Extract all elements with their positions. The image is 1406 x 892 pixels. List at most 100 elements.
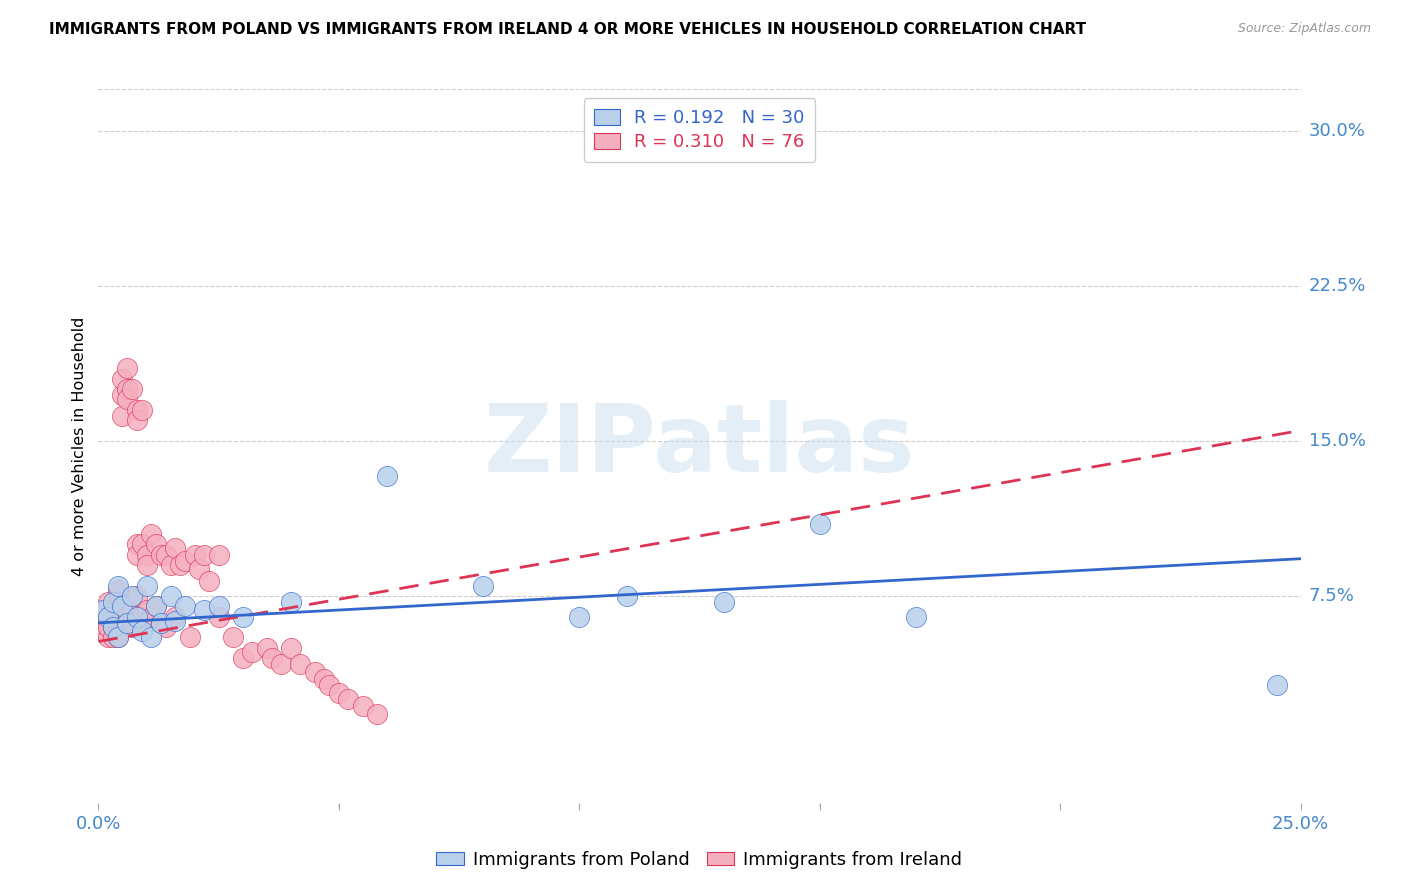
Point xyxy=(159,589,181,603)
Point xyxy=(131,402,153,417)
Point xyxy=(198,574,221,589)
Point xyxy=(135,579,157,593)
Text: 30.0%: 30.0% xyxy=(1309,121,1365,139)
Point xyxy=(165,614,187,628)
Point xyxy=(280,640,302,655)
Point xyxy=(188,562,211,576)
Point xyxy=(145,599,167,614)
Point xyxy=(174,554,197,568)
Point xyxy=(155,620,177,634)
Point xyxy=(107,603,129,617)
Point xyxy=(131,609,153,624)
Point xyxy=(107,609,129,624)
Point xyxy=(125,589,148,603)
Point xyxy=(169,558,191,572)
Point xyxy=(141,527,163,541)
Point xyxy=(111,409,134,423)
Point xyxy=(1265,678,1288,692)
Point xyxy=(149,615,172,630)
Point xyxy=(101,620,124,634)
Point xyxy=(260,651,283,665)
Point xyxy=(111,372,134,386)
Point xyxy=(366,706,388,721)
Point xyxy=(107,582,129,597)
Point xyxy=(91,603,114,617)
Point xyxy=(117,615,139,630)
Point xyxy=(121,620,143,634)
Point xyxy=(179,630,201,644)
Point xyxy=(208,599,231,614)
Point xyxy=(135,548,157,562)
Point xyxy=(165,541,187,556)
Point xyxy=(91,624,114,639)
Point xyxy=(117,382,139,396)
Point xyxy=(568,609,591,624)
Point xyxy=(713,595,735,609)
Text: Source: ZipAtlas.com: Source: ZipAtlas.com xyxy=(1237,22,1371,36)
Point xyxy=(208,609,231,624)
Point xyxy=(125,537,148,551)
Point xyxy=(149,615,172,630)
Point xyxy=(107,624,129,639)
Point xyxy=(318,678,340,692)
Point xyxy=(125,413,148,427)
Point xyxy=(97,630,120,644)
Point xyxy=(107,630,129,644)
Point xyxy=(107,579,129,593)
Point xyxy=(280,595,302,609)
Point xyxy=(101,620,124,634)
Point xyxy=(117,392,139,407)
Point xyxy=(375,469,398,483)
Point xyxy=(232,609,254,624)
Point xyxy=(232,651,254,665)
Point xyxy=(145,599,167,614)
Legend: Immigrants from Poland, Immigrants from Ireland: Immigrants from Poland, Immigrants from … xyxy=(429,844,970,876)
Point xyxy=(183,548,205,562)
Point xyxy=(135,558,157,572)
Point xyxy=(149,548,172,562)
Point xyxy=(193,548,215,562)
Point xyxy=(135,603,157,617)
Point xyxy=(141,609,163,624)
Point xyxy=(141,630,163,644)
Point xyxy=(328,686,350,700)
Point xyxy=(111,603,134,617)
Point xyxy=(193,603,215,617)
Point xyxy=(165,609,187,624)
Point xyxy=(117,609,139,624)
Point xyxy=(101,609,124,624)
Point xyxy=(616,589,638,603)
Point xyxy=(208,548,231,562)
Text: 7.5%: 7.5% xyxy=(1309,587,1355,605)
Text: ZIPatlas: ZIPatlas xyxy=(484,400,915,492)
Point xyxy=(174,599,197,614)
Point xyxy=(121,589,143,603)
Text: IMMIGRANTS FROM POLAND VS IMMIGRANTS FROM IRELAND 4 OR MORE VEHICLES IN HOUSEHOL: IMMIGRANTS FROM POLAND VS IMMIGRANTS FRO… xyxy=(49,22,1087,37)
Point xyxy=(97,609,120,624)
Point xyxy=(121,382,143,396)
Point xyxy=(240,645,263,659)
Point xyxy=(352,698,374,713)
Point xyxy=(111,609,134,624)
Point xyxy=(808,516,831,531)
Point xyxy=(904,609,927,624)
Point xyxy=(107,595,129,609)
Text: 22.5%: 22.5% xyxy=(1309,277,1367,294)
Point xyxy=(131,624,153,639)
Point xyxy=(111,388,134,402)
Point xyxy=(101,603,124,617)
Point xyxy=(111,599,134,614)
Point xyxy=(97,620,120,634)
Point xyxy=(145,537,167,551)
Point xyxy=(125,609,148,624)
Point xyxy=(101,615,124,630)
Point xyxy=(101,595,124,609)
Point xyxy=(159,558,181,572)
Point xyxy=(472,579,495,593)
Point xyxy=(107,630,129,644)
Point xyxy=(117,361,139,376)
Text: 15.0%: 15.0% xyxy=(1309,432,1365,450)
Point xyxy=(155,548,177,562)
Point xyxy=(97,595,120,609)
Point xyxy=(121,615,143,630)
